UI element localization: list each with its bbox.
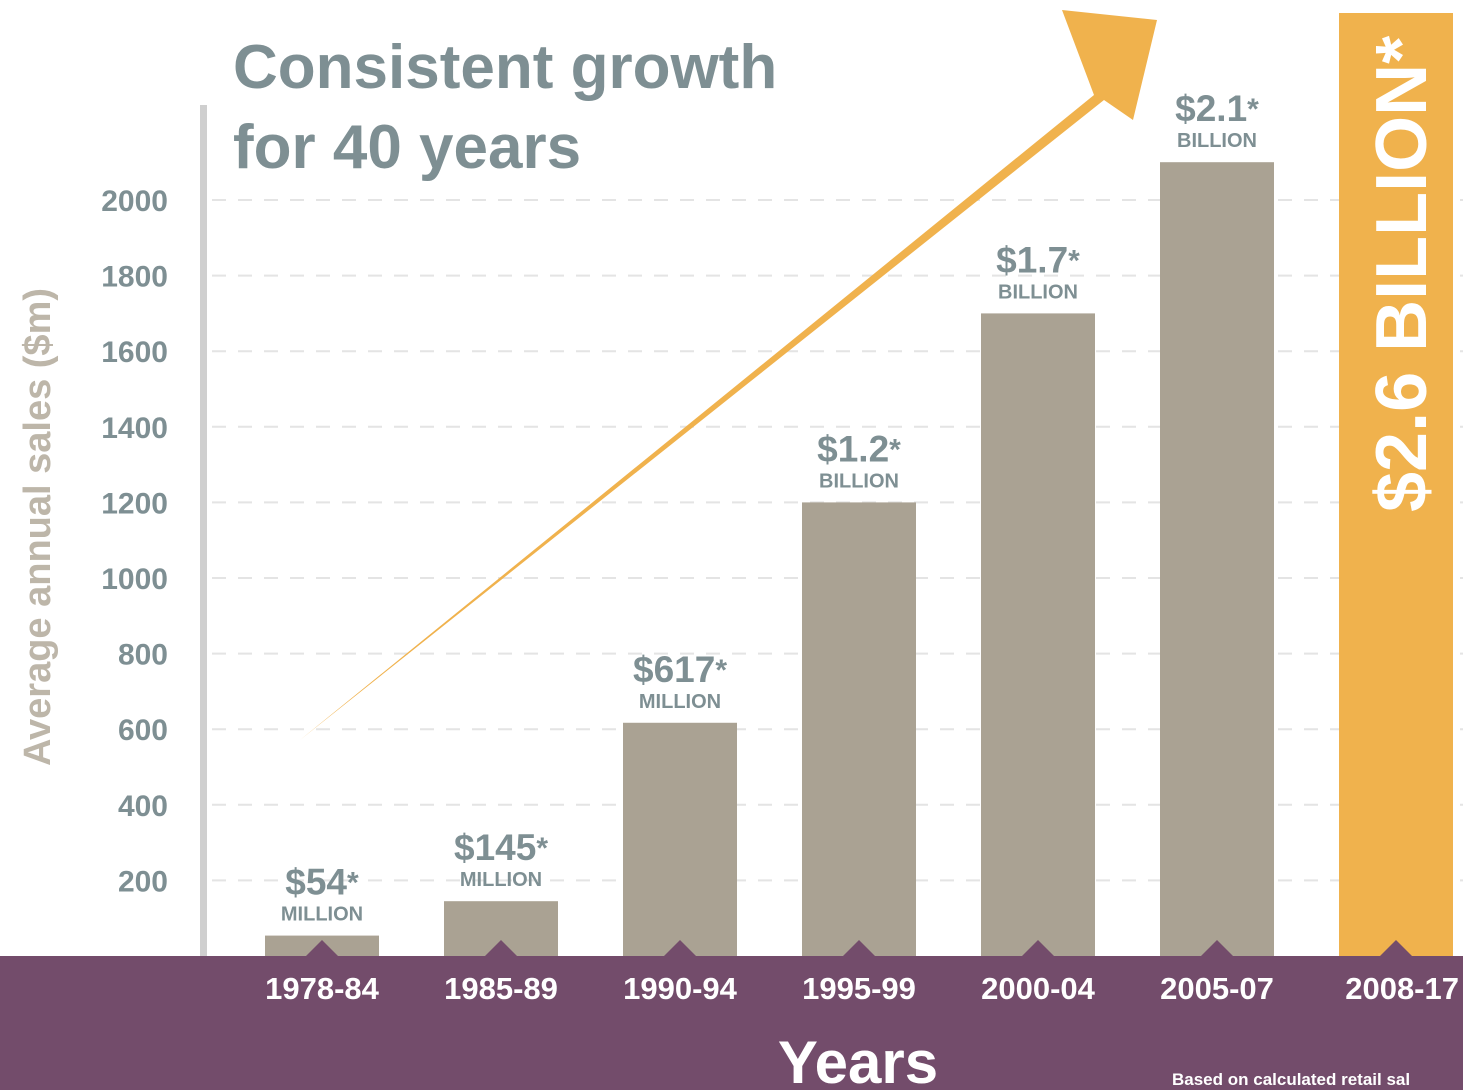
y-tick-label: 1800 — [101, 261, 168, 294]
value-label: $2.1* — [1175, 88, 1259, 129]
bars: $54*MILLION$145*MILLION$617*MILLION$1.2*… — [265, 13, 1453, 957]
y-tick-label: 600 — [118, 714, 168, 747]
y-tick-label: 800 — [118, 639, 168, 672]
y-tick-label: 2000 — [101, 185, 168, 218]
bar-2008-17 — [1339, 13, 1453, 956]
y-tick-label: 400 — [118, 790, 168, 823]
chart-title-line-1: Consistent growth — [233, 33, 777, 102]
y-tick-label: 1400 — [101, 412, 168, 445]
x-tick-label: 1990-94 — [623, 971, 738, 1006]
y-tick-label: 1000 — [101, 563, 168, 596]
tick-marker — [1200, 940, 1234, 957]
x-axis-band — [0, 956, 1463, 1090]
x-tick-label: 2008-17 — [1345, 971, 1459, 1006]
y-tick-label: 1600 — [101, 336, 168, 369]
y-axis-label: Average annual sales ($m) — [17, 288, 59, 766]
value-asterisk: * — [1362, 36, 1442, 64]
value-unit: BILLION — [998, 281, 1078, 303]
tick-marker — [305, 940, 339, 957]
y-axis-line — [200, 105, 207, 956]
x-tick-label: 1995-99 — [802, 971, 916, 1006]
y-tick-label: 1200 — [101, 487, 168, 520]
value-label: $1.2* — [817, 428, 901, 469]
value-asterisk: * — [347, 867, 359, 900]
bar-1995-99 — [802, 502, 916, 956]
value-asterisk: * — [1247, 93, 1259, 126]
value-label: $145* — [454, 827, 548, 868]
tick-marker — [663, 940, 697, 957]
x-axis-label: Years — [778, 1029, 938, 1090]
value-amount: $2.1 — [1175, 88, 1247, 129]
value-label: $1.7* — [996, 239, 1080, 280]
value-asterisk: * — [889, 433, 901, 466]
value-amount: $617 — [633, 649, 715, 690]
highlight-value-label: $2.6 BILLION* — [1362, 36, 1442, 512]
tick-marker — [842, 940, 876, 957]
x-tick-label: 2000-04 — [981, 971, 1096, 1006]
x-tick-label: 1978-84 — [265, 971, 380, 1006]
y-tick-label: 200 — [118, 865, 168, 898]
footnote: Based on calculated retail sal — [1172, 1070, 1410, 1089]
bar-1990-94 — [623, 722, 737, 956]
tick-marker — [1379, 940, 1413, 957]
bar-2005-07 — [1160, 162, 1274, 956]
value-unit: BILLION — [1177, 130, 1257, 152]
value-label: $54* — [285, 862, 359, 903]
value-asterisk: * — [536, 832, 548, 865]
chart-title-line-2: for 40 years — [233, 113, 581, 182]
value-label: $617* — [633, 649, 727, 690]
value-unit: MILLION — [281, 904, 363, 926]
bar-2000-04 — [981, 313, 1095, 956]
value-amount: $2.6 BILLION — [1362, 64, 1442, 512]
value-unit: MILLION — [639, 691, 721, 713]
tick-marker — [484, 940, 518, 957]
value-unit: MILLION — [460, 869, 542, 891]
value-unit: BILLION — [819, 470, 899, 492]
value-amount: $145 — [454, 827, 536, 868]
tick-marker — [1021, 940, 1055, 957]
value-amount: $1.2 — [817, 428, 889, 469]
value-asterisk: * — [715, 654, 727, 687]
value-amount: $54 — [285, 862, 347, 903]
value-asterisk: * — [1068, 244, 1080, 277]
y-tick-labels: 200 400 600 800 1000 1200 1400 1600 1800 2000 — [101, 185, 168, 898]
x-tick-label: 1985-89 — [444, 971, 558, 1006]
x-tick-labels: 1978-84 1985-89 1990-94 1995-99 2000-04 2005-… — [265, 971, 1459, 1006]
value-amount: $1.7 — [996, 239, 1068, 280]
x-tick-label: 2005-07 — [1160, 971, 1274, 1006]
